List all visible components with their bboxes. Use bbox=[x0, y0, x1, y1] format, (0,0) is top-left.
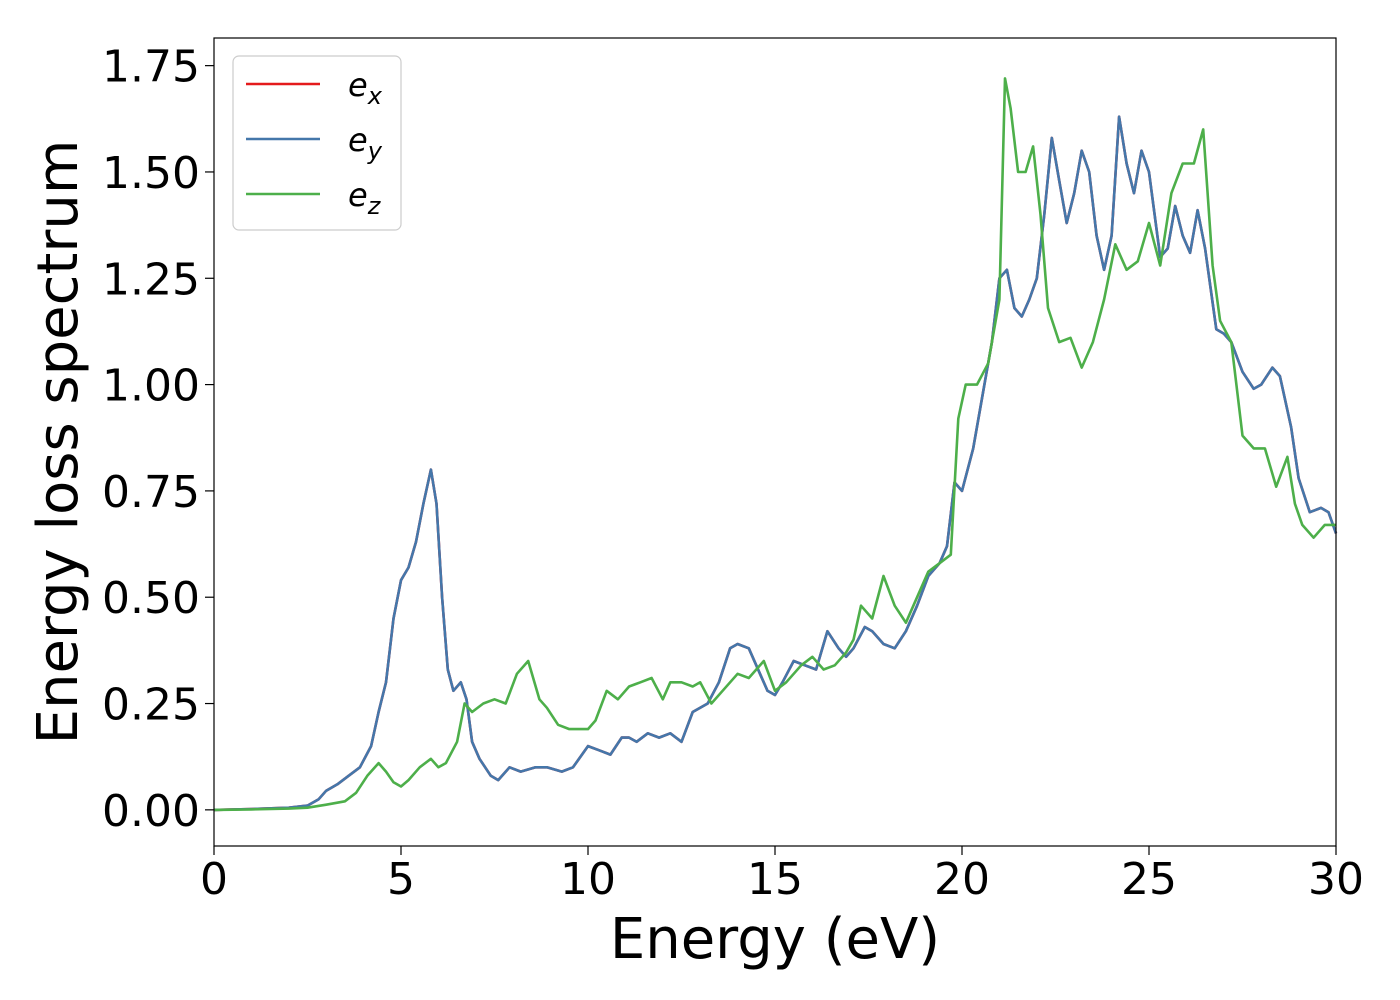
legend-label-ex: ex bbox=[348, 66, 383, 110]
y-tick-label: 0.00 bbox=[102, 786, 200, 837]
x-tick-label: 0 bbox=[200, 854, 228, 905]
series-layer bbox=[213, 77, 1338, 812]
legend-label-ez: ez bbox=[348, 176, 382, 220]
legend-label-ey: ey bbox=[348, 121, 383, 165]
y-tick-label: 0.75 bbox=[102, 467, 200, 518]
y-axis-label: Energy loss spectrum bbox=[26, 140, 91, 745]
series-line-ez bbox=[213, 77, 1336, 812]
legend-box bbox=[232, 55, 402, 231]
x-axis-label: Energy (eV) bbox=[610, 907, 940, 972]
y-tick-label: 1.75 bbox=[102, 42, 200, 93]
series-line-ey bbox=[213, 115, 1338, 812]
y-axis: 0.00 0.25 0.50 0.75 1.00 1.25 1.50 1.75 bbox=[102, 42, 214, 837]
x-tick-label: 10 bbox=[560, 854, 616, 905]
x-axis: 0 5 10 15 20 25 30 bbox=[200, 846, 1364, 905]
x-tick-label: 5 bbox=[387, 854, 415, 905]
y-tick-label: 1.00 bbox=[102, 361, 200, 412]
legend: ex ey ez bbox=[232, 55, 402, 231]
x-tick-label: 30 bbox=[1308, 854, 1364, 905]
y-tick-label: 1.25 bbox=[102, 254, 200, 305]
x-tick-label: 20 bbox=[934, 854, 990, 905]
y-tick-label: 0.25 bbox=[102, 680, 200, 731]
x-tick-label: 15 bbox=[747, 854, 803, 905]
x-tick-label: 25 bbox=[1121, 854, 1177, 905]
y-tick-label: 1.50 bbox=[102, 148, 200, 199]
y-tick-label: 0.50 bbox=[102, 573, 200, 624]
